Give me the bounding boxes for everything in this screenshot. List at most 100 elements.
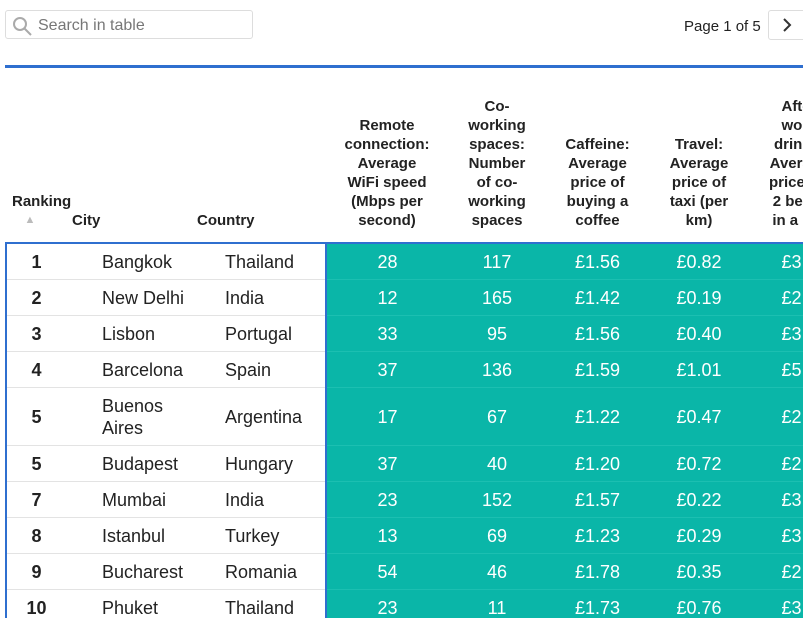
- coworking-spaces-cell: 69: [448, 518, 546, 554]
- city-cell: Bucharest: [66, 554, 191, 590]
- wifi-speed-cell: 13: [326, 518, 448, 554]
- coworking-spaces-cell: 67: [448, 388, 546, 446]
- country-cell: Thailand: [191, 590, 326, 618]
- wifi-speed-cell: 37: [326, 352, 448, 388]
- country-cell: Romania: [191, 554, 326, 590]
- country-cell: Hungary: [191, 446, 326, 482]
- drinks-price-cell: £2.4: [749, 446, 803, 482]
- column-header: Country: [191, 68, 326, 243]
- city-cell: Mumbai: [66, 482, 191, 518]
- header-text: Caffeine: Average price of buying a coff…: [565, 136, 629, 229]
- rank-cell: 2: [6, 280, 66, 316]
- coworking-spaces-cell: 117: [448, 243, 546, 280]
- search-box[interactable]: Search in table: [5, 10, 253, 39]
- taxi-price-cell: £0.47: [649, 388, 749, 446]
- rank-cell: 4: [6, 352, 66, 388]
- column-header: Remote connection: Average WiFi speed (M…: [326, 68, 448, 243]
- drinks-price-cell: £2.9: [749, 280, 803, 316]
- header-text: Ranking: [12, 193, 71, 210]
- coworking-spaces-cell: 152: [448, 482, 546, 518]
- country-cell: Argentina: [191, 388, 326, 446]
- header-text: Travel: Average price of taxi (per km): [670, 136, 729, 229]
- drinks-price-cell: £3.4: [749, 316, 803, 352]
- wifi-speed-cell: 33: [326, 316, 448, 352]
- search-placeholder: Search in table: [38, 17, 145, 35]
- city-cell: Budapest: [66, 446, 191, 482]
- rank-cell: 5: [6, 388, 66, 446]
- rank-cell: 1: [6, 243, 66, 280]
- header-text: Co-working spaces: Number of co-working …: [468, 98, 526, 229]
- coffee-price-cell: £1.78: [546, 554, 649, 590]
- city-cell: Phuket: [66, 590, 191, 618]
- wifi-speed-cell: 28: [326, 243, 448, 280]
- drinks-price-cell: £2.7: [749, 554, 803, 590]
- city-cell: Barcelona: [66, 352, 191, 388]
- rank-cell: 9: [6, 554, 66, 590]
- coworking-spaces-cell: 46: [448, 554, 546, 590]
- column-header[interactable]: Ranking▲: [6, 68, 66, 243]
- column-header: City: [66, 68, 191, 243]
- taxi-price-cell: £0.82: [649, 243, 749, 280]
- taxi-price-cell: £0.19: [649, 280, 749, 316]
- country-cell: Turkey: [191, 518, 326, 554]
- taxi-price-cell: £1.01: [649, 352, 749, 388]
- rank-cell: 10: [6, 590, 66, 618]
- header-text: Remote connection: Average WiFi speed (M…: [345, 117, 430, 229]
- column-header: After work drinks: Average price for 2 b…: [749, 68, 803, 243]
- coffee-price-cell: £1.73: [546, 590, 649, 618]
- coworking-spaces-cell: 40: [448, 446, 546, 482]
- coffee-price-cell: £1.57: [546, 482, 649, 518]
- taxi-price-cell: £0.35: [649, 554, 749, 590]
- city-cell: Lisbon: [66, 316, 191, 352]
- coworking-spaces-cell: 11: [448, 590, 546, 618]
- header-text: City: [72, 212, 100, 229]
- coffee-price-cell: £1.20: [546, 446, 649, 482]
- country-cell: Thailand: [191, 243, 326, 280]
- next-page-button[interactable]: [768, 10, 803, 40]
- rank-cell: 7: [6, 482, 66, 518]
- coffee-price-cell: £1.42: [546, 280, 649, 316]
- wifi-speed-cell: 23: [326, 482, 448, 518]
- next-icon: [769, 11, 803, 39]
- wifi-speed-cell: 37: [326, 446, 448, 482]
- country-cell: India: [191, 280, 326, 316]
- country-cell: Spain: [191, 352, 326, 388]
- coffee-price-cell: £1.23: [546, 518, 649, 554]
- coffee-price-cell: £1.59: [546, 352, 649, 388]
- taxi-price-cell: £0.72: [649, 446, 749, 482]
- coworking-spaces-cell: 136: [448, 352, 546, 388]
- city-cell: New Delhi: [66, 280, 191, 316]
- coworking-spaces-cell: 95: [448, 316, 546, 352]
- coffee-price-cell: £1.56: [546, 243, 649, 280]
- column-header: Caffeine: Average price of buying a coff…: [546, 68, 649, 243]
- drinks-price-cell: £3.2: [749, 482, 803, 518]
- country-cell: Portugal: [191, 316, 326, 352]
- taxi-price-cell: £0.40: [649, 316, 749, 352]
- header-text: After work drinks: Average price for 2 b…: [769, 98, 803, 229]
- wifi-speed-cell: 12: [326, 280, 448, 316]
- rank-cell: 8: [6, 518, 66, 554]
- rank-cell: 3: [6, 316, 66, 352]
- city-cell: Bangkok: [66, 243, 191, 280]
- country-cell: India: [191, 482, 326, 518]
- city-cell: Istanbul: [66, 518, 191, 554]
- wifi-speed-cell: 17: [326, 388, 448, 446]
- drinks-price-cell: £3.9: [749, 590, 803, 618]
- coffee-price-cell: £1.56: [546, 316, 649, 352]
- drinks-price-cell: £5.1: [749, 352, 803, 388]
- taxi-price-cell: £0.29: [649, 518, 749, 554]
- taxi-price-cell: £0.76: [649, 590, 749, 618]
- drinks-price-cell: £3.3: [749, 518, 803, 554]
- column-header: Co-working spaces: Number of co-working …: [448, 68, 546, 243]
